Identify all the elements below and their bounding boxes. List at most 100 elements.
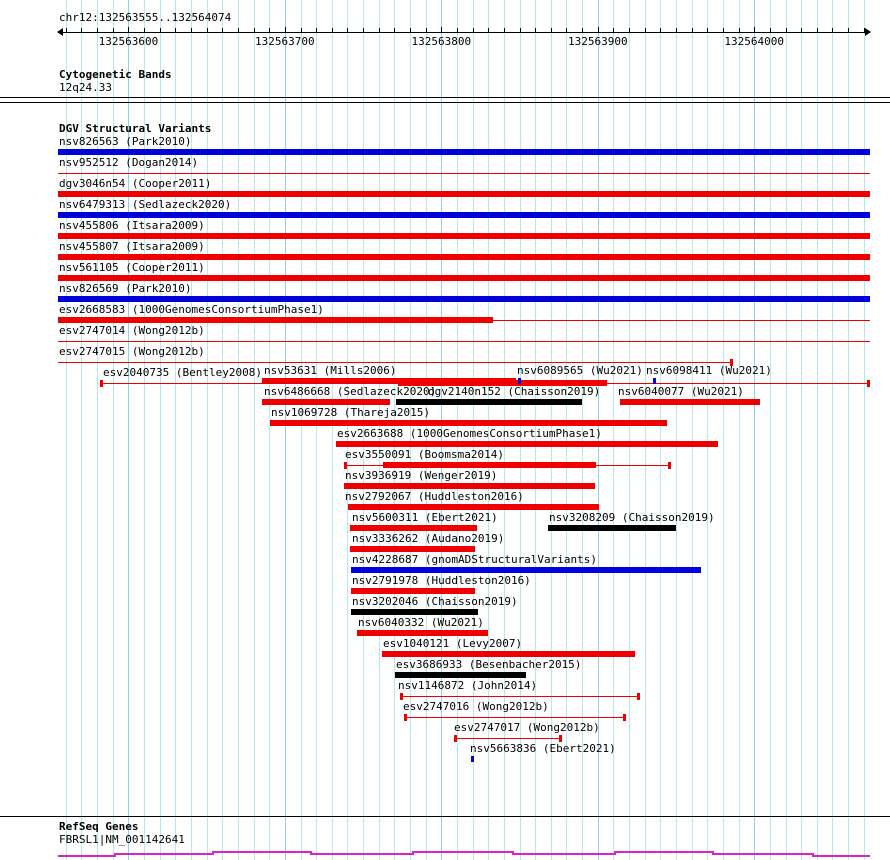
variant-extent-line[interactable] [454, 738, 562, 739]
variant-extent-line[interactable] [404, 717, 626, 718]
variant-bar[interactable] [653, 378, 656, 384]
variant-track-label[interactable]: esv2747014 (Wong2012b) [59, 324, 205, 337]
variant-track-label[interactable]: nsv6486668 (Sedlazeck2020) [264, 385, 437, 398]
variant-right-endcap[interactable] [637, 693, 640, 700]
variant-track-label[interactable]: nsv4228687 (gnomADStructuralVariants) [352, 553, 598, 566]
variant-track-label[interactable]: esv2668583 (1000GenomesConsortiumPhase1) [59, 303, 324, 316]
variant-bar[interactable] [262, 399, 390, 405]
variant-track-label[interactable]: esv2747016 (Wong2012b) [403, 700, 549, 713]
variant-track-label[interactable]: nsv3936919 (Wenger2019) [345, 469, 498, 482]
variant-bar[interactable] [336, 441, 718, 447]
variant-track-label[interactable]: nsv826563 (Park2010) [59, 135, 192, 148]
variant-right-endcap[interactable] [559, 735, 562, 742]
variant-track-label[interactable]: esv2663688 (1000GenomesConsortiumPhase1) [337, 427, 602, 440]
variant-track-label[interactable]: nsv1146872 (John2014) [398, 679, 538, 692]
cytoband-label[interactable]: 12q24.33 [59, 81, 112, 94]
variant-track-label[interactable]: nsv3208209 (Chaisson2019) [549, 511, 715, 524]
variant-bar[interactable] [518, 378, 521, 384]
variant-track-label[interactable]: nsv1069728 (Thareja2015) [271, 406, 430, 419]
variant-bar[interactable] [58, 149, 870, 155]
variant-track-label[interactable]: esv3550091 (Boomsma2014) [345, 448, 504, 461]
variant-track-label[interactable]: nsv952512 (Dogan2014) [59, 156, 199, 169]
variant-bar[interactable] [382, 651, 635, 657]
variant-track-label[interactable]: nsv6479313 (Sedlazeck2020) [59, 198, 232, 211]
ruler-tick-minor [363, 28, 365, 33]
gene-exon-segment[interactable] [212, 851, 310, 853]
ruler-tick-minor [769, 28, 771, 33]
ruler-tick-minor [112, 28, 114, 33]
variant-right-endcap[interactable] [668, 462, 671, 469]
variant-track-label[interactable]: nsv2792067 (Huddleston2016) [345, 490, 524, 503]
variant-track-label[interactable]: esv2040735 (Bentley2008) [103, 366, 262, 379]
ruler-tick-minor [488, 28, 490, 33]
variant-right-endcap[interactable] [623, 714, 626, 721]
variant-bar[interactable] [58, 191, 870, 197]
variant-bar[interactable] [351, 588, 475, 594]
gene-exon-segment[interactable] [712, 853, 812, 855]
variant-bar[interactable] [548, 525, 676, 531]
variant-track-label[interactable]: esv2747017 (Wong2012b) [454, 721, 600, 734]
variant-track-label[interactable]: nsv2791978 (Huddleston2016) [352, 574, 531, 587]
ruler-left-arrow-icon[interactable] [57, 28, 63, 36]
variant-bar[interactable] [58, 296, 870, 302]
variant-track-label[interactable]: esv2747015 (Wong2012b) [59, 345, 205, 358]
variant-right-endcap[interactable] [867, 380, 870, 387]
variant-track-label[interactable]: nsv5663836 (Ebert2021) [470, 742, 616, 755]
variant-bar[interactable] [58, 275, 870, 281]
variant-extent-line[interactable] [400, 696, 640, 697]
variant-track-label[interactable]: nsv455807 (Itsara2009) [59, 240, 205, 253]
variant-bar[interactable] [348, 504, 599, 510]
variant-track-label[interactable]: esv1040121 (Levy2007) [383, 637, 523, 650]
variant-bar[interactable] [58, 317, 493, 323]
variant-bar[interactable] [351, 609, 478, 615]
variant-track-label[interactable]: nsv5600311 (Ebert2021) [352, 511, 498, 524]
variant-bar[interactable] [357, 630, 488, 636]
variant-left-endcap[interactable] [454, 735, 457, 742]
variant-bar[interactable] [270, 420, 667, 426]
variant-bar[interactable] [350, 546, 475, 552]
gene-exon-segment[interactable] [614, 851, 712, 853]
variant-track-label[interactable]: nsv6040077 (Wu2021) [618, 385, 744, 398]
variant-extent-line[interactable] [58, 362, 733, 363]
variant-track-label[interactable]: nsv455806 (Itsara2009) [59, 219, 205, 232]
variant-left-endcap[interactable] [344, 462, 347, 469]
variant-bar[interactable] [383, 462, 596, 468]
variant-left-endcap[interactable] [400, 693, 403, 700]
variant-track-label[interactable]: nsv561105 (Cooper2011) [59, 261, 205, 274]
gene-exon-segment[interactable] [114, 853, 212, 855]
coordinate-ruler[interactable] [57, 27, 871, 36]
variant-right-endcap[interactable] [730, 359, 733, 366]
variant-bar[interactable] [350, 525, 477, 531]
variant-bar[interactable] [396, 399, 582, 405]
variant-left-endcap[interactable] [404, 714, 407, 721]
variant-bar[interactable] [344, 483, 595, 489]
variant-extent-line[interactable] [58, 341, 870, 342]
variant-bar[interactable] [395, 672, 526, 678]
variant-track-label[interactable]: nsv3336262 (Audano2019) [352, 532, 505, 545]
variant-bar[interactable] [620, 399, 760, 405]
variant-track-label[interactable]: nsv6040332 (Wu2021) [358, 616, 484, 629]
variant-bar[interactable] [58, 254, 870, 260]
gene-exon-segment[interactable] [512, 853, 614, 855]
variant-bar[interactable] [471, 756, 474, 762]
variant-track-label[interactable]: nsv53631 (Mills2006) [264, 364, 397, 377]
gene-exon-segment[interactable] [412, 851, 512, 853]
variant-bar[interactable] [58, 212, 870, 218]
variant-track-label[interactable]: esv3686933 (Besenbacher2015) [396, 658, 582, 671]
ruler-right-arrow-icon[interactable] [865, 28, 871, 36]
variant-track-label[interactable]: nsv6098411 (Wu2021) [646, 364, 772, 377]
variant-track-label[interactable]: dgv2140n152 (Chaisson2019) [428, 385, 601, 398]
gene-exon-segment[interactable] [812, 855, 870, 857]
variant-track-label[interactable]: nsv6089565 (Wu2021) [517, 364, 643, 377]
variant-track-label[interactable]: nsv3202046 (Chaisson2019) [352, 595, 518, 608]
variant-bar[interactable] [58, 233, 870, 239]
variant-extent-line[interactable] [58, 173, 870, 174]
variant-track-label[interactable]: dgv3046n54 (Cooper2011) [59, 177, 212, 190]
gene-exon-segment[interactable] [310, 853, 412, 855]
gene-exon-segment[interactable] [58, 855, 114, 857]
variant-left-endcap[interactable] [100, 380, 103, 387]
variant-bar[interactable] [262, 378, 516, 384]
variant-bar[interactable] [351, 567, 701, 573]
refseq-gene-label[interactable]: FBRSL1|NM_001142641 [59, 833, 185, 846]
variant-track-label[interactable]: nsv826569 (Park2010) [59, 282, 192, 295]
